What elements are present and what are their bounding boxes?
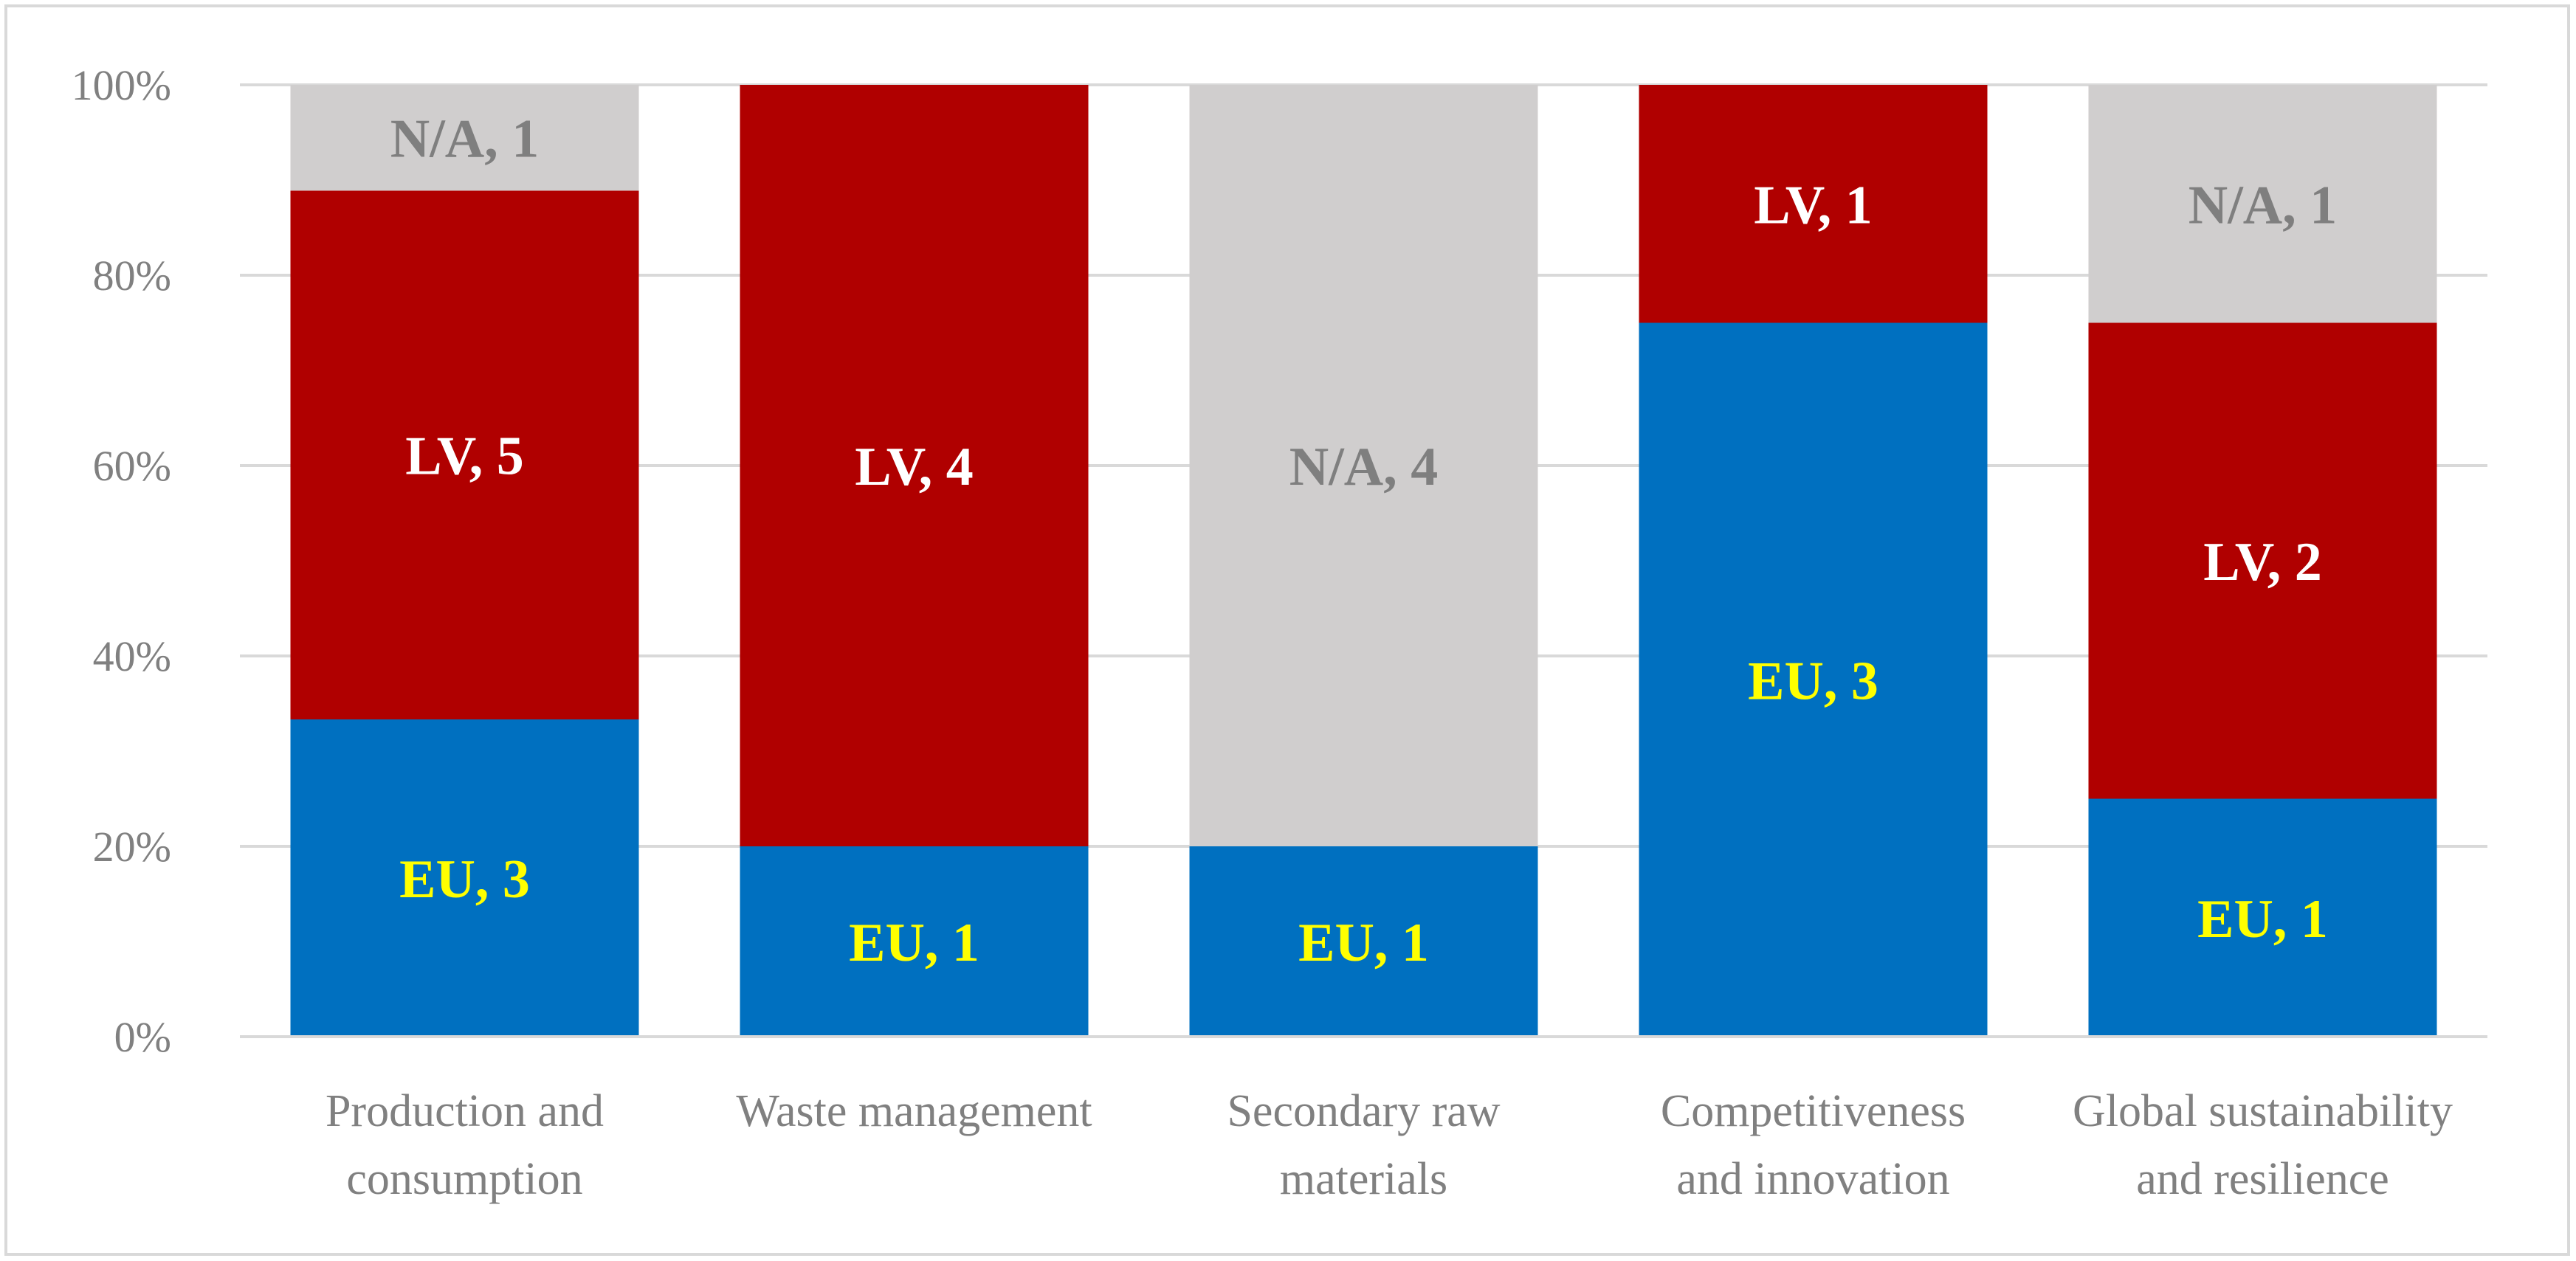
x-category-label: Production and	[326, 1086, 604, 1136]
bar-segment-lv	[2088, 322, 2437, 799]
y-tick-label: 100%	[72, 61, 171, 109]
data-label: LV, 2	[2203, 532, 2321, 593]
data-label: LV, 1	[1754, 175, 1872, 235]
x-category-label: Competitiveness	[1661, 1086, 1966, 1136]
y-tick-label: 0%	[114, 1013, 171, 1061]
bar-segment-na	[1189, 85, 1538, 846]
x-axis-category-labels: Production and consumption Waste managemen…	[326, 1086, 2453, 1204]
bar-segment-lv	[740, 85, 1089, 846]
bar-segment-eu	[1189, 846, 1538, 1037]
x-category-label: Secondary raw	[1227, 1086, 1500, 1136]
data-label: N/A, 1	[2188, 175, 2337, 235]
data-label: EU, 1	[849, 913, 979, 973]
bar-segment-eu	[1639, 322, 1988, 1037]
x-category-label: and resilience	[2136, 1154, 2389, 1204]
data-label: LV, 5	[405, 426, 523, 487]
data-label: LV, 4	[855, 437, 973, 497]
bar-segment-eu	[290, 719, 639, 1037]
bar-segment-eu	[740, 846, 1089, 1037]
x-category-label: materials	[1280, 1154, 1447, 1204]
x-category-label: Waste management	[736, 1086, 1092, 1136]
bar-segment-na	[290, 85, 639, 191]
x-category-label: consumption	[346, 1154, 582, 1204]
data-label: EU, 3	[1748, 651, 1878, 711]
data-label: EU, 1	[1298, 913, 1429, 973]
data-label: EU, 1	[2197, 889, 2328, 950]
y-tick-label: 20%	[93, 823, 171, 871]
bar-segment-eu	[2088, 798, 2437, 1037]
x-category-label: Global sustainability	[2073, 1086, 2453, 1136]
x-category-label: and innovation	[1676, 1154, 1949, 1204]
data-label: N/A, 1	[390, 109, 539, 170]
bars: EU, 3 LV, 5 N/A, 1 EU, 1 LV, 4 EU, 1 N/A, 4 EU,…	[290, 85, 2437, 1037]
bar-segment-lv	[1639, 85, 1988, 323]
y-tick-label: 80%	[93, 252, 171, 300]
bar-segment-lv	[290, 190, 639, 719]
y-tick-label: 60%	[93, 442, 171, 490]
data-label: EU, 3	[399, 849, 530, 910]
y-tick-label: 40%	[93, 632, 171, 680]
bar-segment-na	[2088, 85, 2437, 323]
data-label: N/A, 4	[1289, 437, 1438, 497]
y-axis-tick-labels: 0% 20% 40% 60% 80% 100%	[72, 61, 171, 1061]
